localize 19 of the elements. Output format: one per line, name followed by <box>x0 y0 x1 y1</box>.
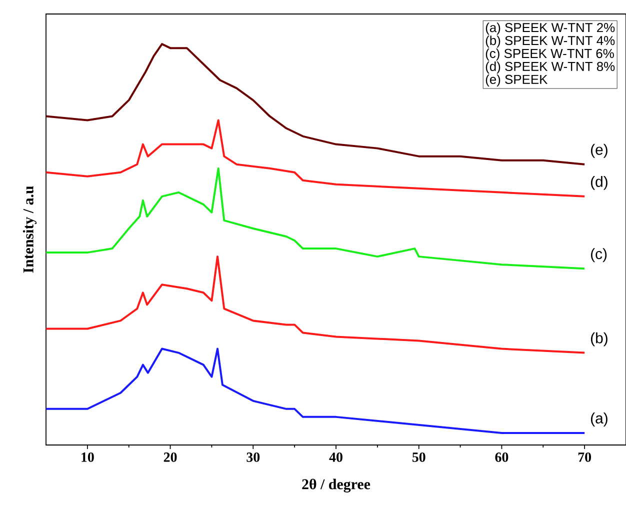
annotation: (e) SPEEK <box>486 74 548 87</box>
annotation: (b) SPEEK W-TNT 4% <box>486 36 615 48</box>
x-tick-label: 10 <box>82 452 94 462</box>
x-tick-label: 60 <box>495 452 508 462</box>
y-axis-title: Intensity / a.u <box>22 186 36 273</box>
annotation: (c) <box>591 248 607 262</box>
x-tick-label: 40 <box>329 452 342 462</box>
x-tick-label: 20 <box>164 452 177 462</box>
x-tick-label: 30 <box>246 452 260 462</box>
x-tick-label: 70 <box>578 452 592 462</box>
x-tick-label: 50 <box>412 452 426 462</box>
text: (a) SPEEK W-TNT 2% <box>486 22 615 35</box>
annotation: (d) SPEEK W-TNT 8% <box>486 62 615 74</box>
annotation: (a) <box>591 412 608 426</box>
annotation: (e) <box>591 144 608 158</box>
annotation: (b) <box>591 332 608 346</box>
x-axis-title: 2θ / degree <box>302 478 370 492</box>
annotation: (d) <box>591 176 608 190</box>
annotation: (c) SPEEK W-TNT 6% <box>486 48 614 61</box>
